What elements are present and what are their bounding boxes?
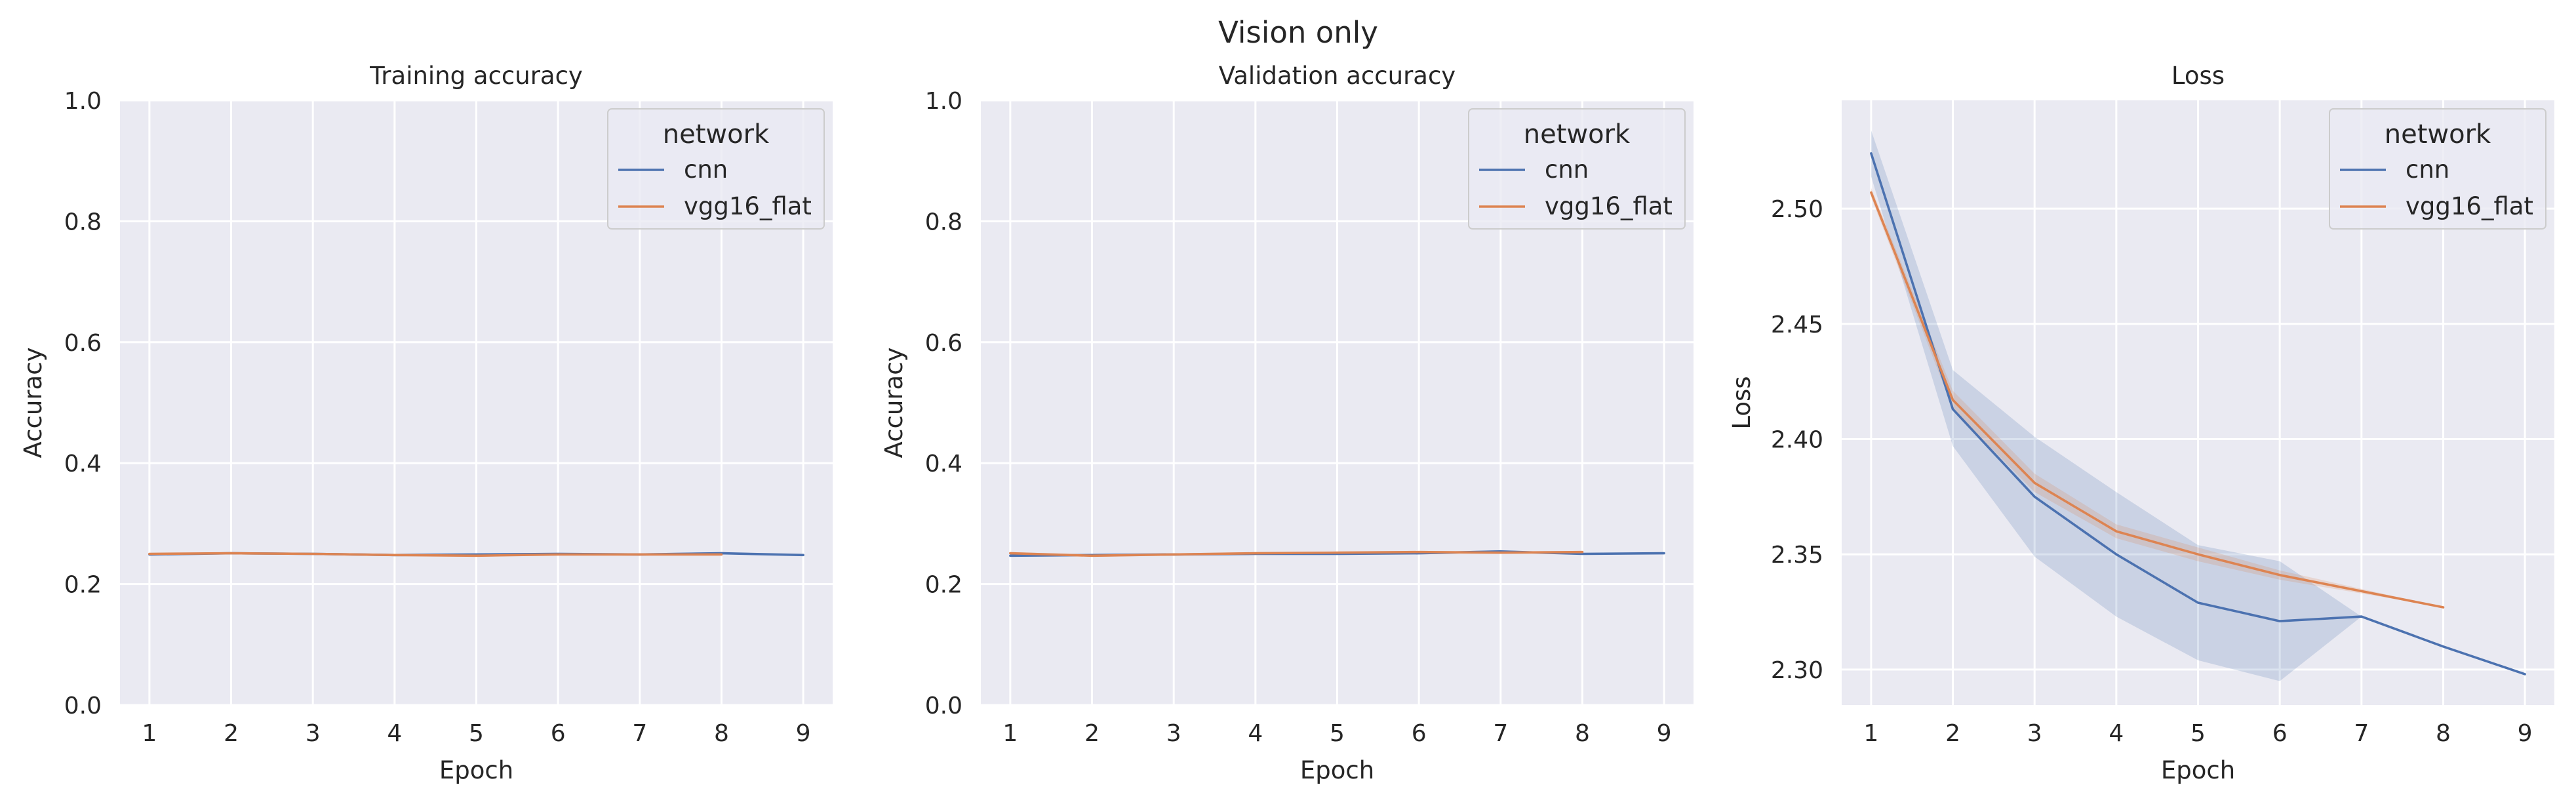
- x-tick-label: 4: [1248, 720, 1263, 747]
- x-tick-label: 5: [2190, 720, 2206, 747]
- legend-title: network: [663, 119, 770, 150]
- series-line-vgg16-flat: [1870, 191, 2445, 609]
- y-tick-label: 2.45: [1771, 312, 1823, 338]
- x-tick-label: 2: [1084, 720, 1100, 747]
- y-tick-label: 2.50: [1771, 196, 1823, 223]
- x-tick-label: 5: [1330, 720, 1345, 747]
- panel-title: Loss: [2171, 62, 2225, 90]
- y-tick-label: 0.0: [64, 693, 102, 719]
- chart-panel-2: 1 2 3 4 5 6 7 8 9 0.0 0.2 0.4 0.6 0.8 1.0 Validation ac…: [880, 62, 1694, 784]
- x-tick-label: 7: [632, 720, 647, 747]
- x-tick-label: 8: [1575, 720, 1590, 747]
- y-tick-label: 1.0: [64, 88, 102, 115]
- panel-title: Training accuracy: [369, 62, 583, 90]
- legend-label: cnn: [1545, 155, 1589, 184]
- y-tick-label: 0.2: [64, 572, 102, 599]
- x-tick-label: 3: [2027, 720, 2042, 747]
- x-tick-label: 7: [2354, 720, 2369, 747]
- y-tick-label: 0.2: [925, 572, 962, 599]
- figure-title: Vision only: [1218, 15, 1378, 50]
- y-tick-label: 2.30: [1771, 657, 1823, 684]
- legend-label: cnn: [684, 155, 728, 184]
- legend-label: cnn: [2406, 155, 2449, 184]
- y-axis-label: Loss: [1728, 376, 1756, 429]
- x-tick-label: 6: [1412, 720, 1427, 747]
- x-tick-label: 4: [387, 720, 402, 747]
- y-tick-label: 0.4: [925, 451, 962, 477]
- y-tick-label: 0.0: [925, 693, 962, 719]
- y-tick-label: 0.4: [64, 451, 102, 477]
- y-axis-label: Accuracy: [19, 348, 47, 458]
- x-axis-label: Epoch: [439, 756, 513, 784]
- chart-panel-3: 1 2 3 4 5 6 7 8 9 2.30 2.35 2.40 2.45 2.50 Loss Epoch Lo…: [1728, 62, 2554, 784]
- x-tick-label: 9: [1657, 720, 1672, 747]
- x-tick-label: 6: [551, 720, 566, 747]
- chart-panel-1: 1 2 3 4 5 6 7 8 9 0.0 0.2 0.4 0.6 0.8 1.0 Training accu…: [19, 62, 833, 784]
- x-tick-label: 7: [1493, 720, 1508, 747]
- y-axis-label: Accuracy: [880, 348, 908, 458]
- x-tick-label: 3: [306, 720, 321, 747]
- legend: network cnn vgg16_flat: [2329, 108, 2546, 230]
- y-tick-label: 0.6: [64, 330, 102, 357]
- series-line-cnn: [1870, 152, 2526, 676]
- x-tick-label: 5: [469, 720, 484, 747]
- x-tick-label: 8: [2436, 720, 2451, 747]
- x-tick-label: 1: [1002, 720, 1018, 747]
- legend-box: [607, 108, 825, 230]
- x-tick-label: 9: [796, 720, 811, 747]
- x-tick-label: 6: [2272, 720, 2288, 747]
- y-tick-label: 0.8: [925, 209, 962, 235]
- x-tick-label: 1: [142, 720, 157, 747]
- confidence-band-cnn: [1871, 130, 2526, 681]
- x-tick-label: 3: [1166, 720, 1181, 747]
- x-tick-label: 2: [224, 720, 239, 747]
- legend-box: [1468, 108, 1686, 230]
- y-tick-label: 1.0: [925, 88, 962, 115]
- x-axis-label: Epoch: [1300, 756, 1374, 784]
- x-tick-label: 8: [714, 720, 729, 747]
- y-tick-label: 2.35: [1771, 542, 1823, 569]
- series-line-vgg16-flat: [148, 552, 723, 557]
- y-tick-label: 2.40: [1771, 427, 1823, 454]
- y-tick-label: 0.6: [925, 330, 962, 357]
- x-tick-label: 1: [1863, 720, 1878, 747]
- x-tick-label: 9: [2518, 720, 2533, 747]
- x-axis-label: Epoch: [2161, 756, 2235, 784]
- legend-label: vgg16_flat: [1545, 192, 1673, 220]
- x-tick-label: 2: [1945, 720, 1960, 747]
- legend-title: network: [1524, 119, 1631, 150]
- panel-title: Validation accuracy: [1219, 62, 1456, 90]
- y-tick-label: 0.8: [64, 209, 102, 235]
- legend: network cnn vgg16_flat: [1468, 108, 1686, 230]
- x-tick-label: 4: [2109, 720, 2124, 747]
- legend: network cnn vgg16_flat: [607, 108, 825, 230]
- legend-label: vgg16_flat: [684, 192, 812, 220]
- legend-box: [2329, 108, 2546, 230]
- series-line-vgg16-flat: [1009, 550, 1584, 557]
- legend-label: vgg16_flat: [2406, 192, 2533, 220]
- legend-title: network: [2385, 119, 2491, 150]
